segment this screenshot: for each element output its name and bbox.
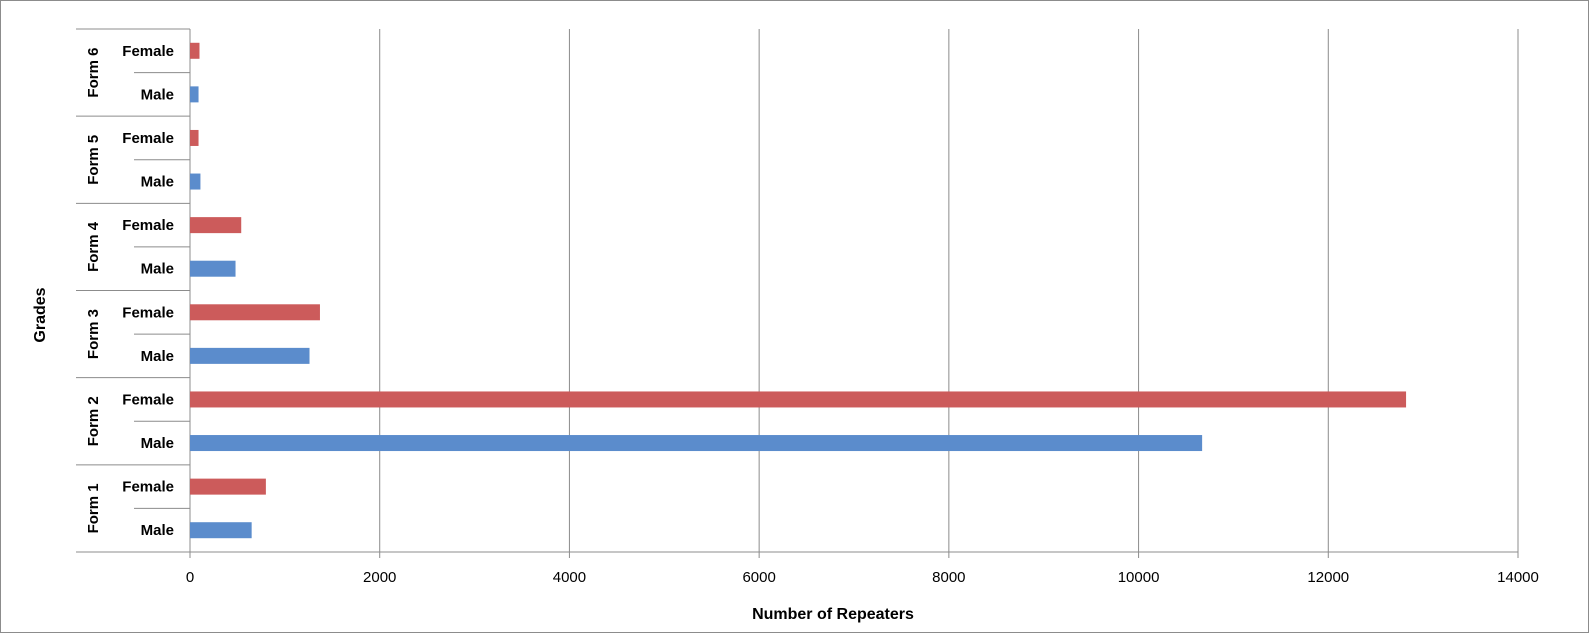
x-tick-label: 10000 xyxy=(1118,569,1160,586)
group-label: Form 4 xyxy=(85,221,102,272)
category-label: Male xyxy=(141,522,174,539)
x-tick-label: 6000 xyxy=(742,569,775,586)
bar-form-4-male xyxy=(190,260,236,277)
x-tick-label: 8000 xyxy=(932,569,965,586)
category-label: Female xyxy=(122,479,174,496)
x-tick-label: 12000 xyxy=(1307,569,1349,586)
category-label: Female xyxy=(122,43,174,60)
bar-form-2-male xyxy=(190,435,1203,452)
category-label: Male xyxy=(141,348,174,365)
category-label: Male xyxy=(141,261,174,278)
y-axis-title: Grades xyxy=(32,287,49,342)
group-label: Form 5 xyxy=(85,135,102,185)
gridlines xyxy=(379,29,1519,552)
bar-form-5-female xyxy=(190,129,199,146)
bar-form-1-male xyxy=(190,522,252,539)
bar-form-6-female xyxy=(190,42,200,59)
x-axis-title: Number of Repeaters xyxy=(752,606,914,623)
category-labels: Male Female Form 1 Male Female Form 2 Male Fema… xyxy=(85,43,174,539)
group-label: Form 3 xyxy=(85,309,102,359)
bar-form-1-female xyxy=(190,478,266,495)
bars xyxy=(190,42,1407,539)
category-label: Male xyxy=(141,86,174,103)
bar-form-3-female xyxy=(190,304,320,321)
category-label: Male xyxy=(141,174,174,191)
bar-form-4-female xyxy=(190,217,242,234)
x-tick-label: 2000 xyxy=(363,569,396,586)
x-tick-labels: 0 2000 4000 6000 8000 10000 12000 14000 xyxy=(186,569,1539,586)
bar-form-5-male xyxy=(190,173,201,190)
group-label: Form 6 xyxy=(85,48,102,98)
x-tick-label: 0 xyxy=(186,569,194,586)
x-tick-label: 14000 xyxy=(1497,569,1539,586)
category-label: Female xyxy=(122,217,174,234)
axes xyxy=(76,28,1519,558)
category-label: Male xyxy=(141,435,174,452)
x-tick-label: 4000 xyxy=(553,569,586,586)
category-label: Female xyxy=(122,304,174,321)
bar-form-2-female xyxy=(190,391,1407,408)
category-label: Female xyxy=(122,391,174,408)
bar-form-6-male xyxy=(190,86,199,103)
bar-form-3-male xyxy=(190,347,310,364)
category-label: Female xyxy=(122,130,174,147)
group-label: Form 2 xyxy=(85,396,102,446)
group-label: Form 1 xyxy=(85,483,102,533)
